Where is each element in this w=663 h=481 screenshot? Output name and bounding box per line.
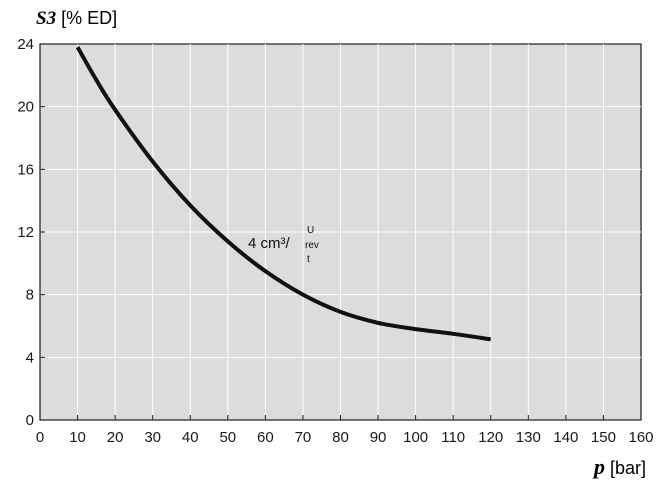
x-axis-unit: [bar] [610, 458, 646, 478]
y-axis-unit: [% ED] [61, 8, 117, 28]
x-tick-label: 10 [69, 429, 86, 446]
x-tick-label: 80 [332, 429, 349, 446]
x-tick-label: 40 [182, 429, 199, 446]
y-axis-symbol: S3 [36, 8, 56, 29]
series-label-main: 4 cm³/ [248, 235, 291, 252]
y-tick-labels: 0 4 8 12 16 20 24 [17, 36, 45, 429]
y-tick-label: 0 [26, 412, 34, 429]
y-tick-label: 12 [17, 224, 34, 241]
series-line-4cm3 [75, 46, 492, 342]
x-tick-label: 70 [295, 429, 312, 446]
x-tick-labels: 0 10 20 30 40 50 60 70 80 90 100 110 120 130 140 150 160 [36, 415, 654, 446]
y-tick-label: 24 [17, 36, 34, 53]
x-tick-label: 160 [628, 429, 653, 446]
x-tick-label: 130 [516, 429, 541, 446]
series-label-bot: t [307, 254, 310, 265]
x-tick-label: 0 [36, 429, 44, 446]
y-tick-label: 8 [26, 287, 34, 304]
series-label-mid: rev [305, 240, 319, 251]
x-axis-symbol: p [592, 454, 605, 479]
grid-lines [40, 44, 641, 420]
x-tick-label: 100 [403, 429, 428, 446]
x-axis-label: p [bar] [592, 454, 646, 479]
x-tick-label: 110 [441, 429, 465, 446]
x-tick-label: 120 [478, 429, 503, 446]
y-tick-label: 4 [26, 349, 34, 366]
y-tick-label: 16 [17, 161, 34, 178]
x-tick-label: 60 [257, 429, 274, 446]
y-tick-label: 20 [17, 99, 34, 116]
x-tick-label: 50 [219, 429, 236, 446]
x-tick-label: 90 [370, 429, 387, 446]
x-tick-label: 20 [107, 429, 124, 446]
y-axis-label: S3 [% ED] [36, 8, 117, 29]
x-tick-label: 150 [591, 429, 616, 446]
x-tick-label: 140 [553, 429, 578, 446]
series-label-top: U [307, 225, 314, 236]
x-tick-label: 30 [144, 429, 161, 446]
